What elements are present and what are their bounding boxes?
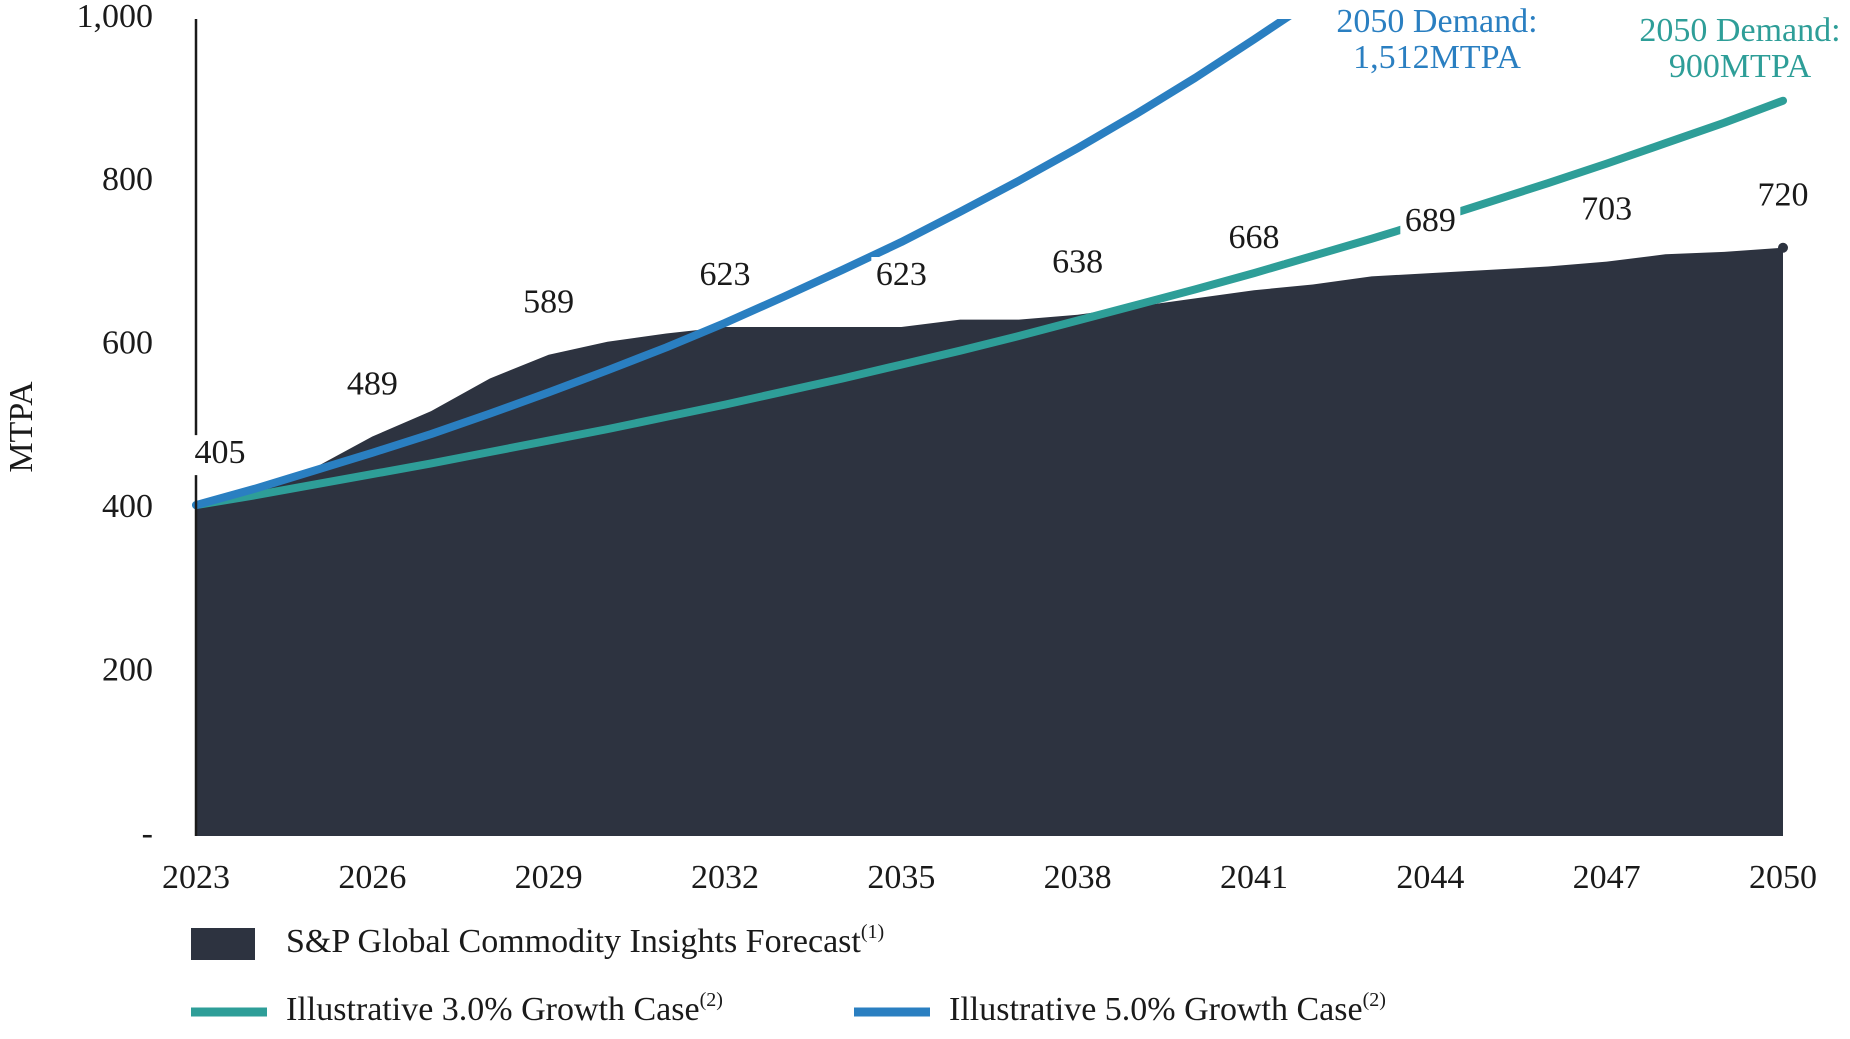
plot-area bbox=[192, 19, 1788, 836]
data-label: 489 bbox=[347, 365, 398, 402]
line bbox=[192, 96, 1787, 510]
data-label-bg bbox=[1047, 244, 1108, 285]
y-tick-label: - bbox=[142, 815, 153, 852]
area bbox=[196, 247, 1783, 836]
legend-text: Illustrative 5.0% Growth Case bbox=[949, 991, 1363, 1028]
annotation: 1,512MTPA bbox=[1353, 39, 1521, 76]
data-label: 623 bbox=[700, 256, 751, 293]
annotation: 2050 Demand: bbox=[1639, 12, 1840, 49]
x-tick-label: 2023 bbox=[162, 859, 230, 896]
y-tick-label: 1,000 bbox=[77, 0, 154, 35]
legend-note: (2) bbox=[700, 989, 723, 1011]
data-label-bg bbox=[1753, 177, 1813, 218]
end-point bbox=[1778, 242, 1788, 253]
x-tick-label: 2035 bbox=[867, 859, 935, 896]
x-tick-label: 2044 bbox=[1396, 859, 1464, 896]
x-tick-label: 2026 bbox=[338, 859, 406, 896]
data-label: 703 bbox=[1581, 190, 1632, 227]
data-label: 638 bbox=[1052, 244, 1103, 281]
x-tick-label: 2038 bbox=[1044, 859, 1112, 896]
data-label-bg bbox=[190, 435, 250, 476]
legend-label: Illustrative 5.0% Growth Case(2) bbox=[949, 989, 1386, 1028]
data-label-bg bbox=[1400, 203, 1461, 244]
x-tick-label: 2050 bbox=[1749, 859, 1817, 896]
data-label: 623 bbox=[876, 256, 927, 293]
x-tick-label: 2029 bbox=[515, 859, 583, 896]
y-tick-label: 800 bbox=[102, 161, 153, 198]
x-tick-label: 2032 bbox=[691, 859, 759, 896]
data-label-bg bbox=[518, 284, 579, 325]
data-label-bg bbox=[342, 366, 403, 407]
legend-note: (2) bbox=[1363, 989, 1386, 1011]
legend-text: S&P Global Commodity Insights Forecast bbox=[286, 923, 861, 960]
y-tick-label: 400 bbox=[102, 488, 153, 525]
annotation: 900MTPA bbox=[1669, 48, 1812, 85]
data-label: 589 bbox=[523, 284, 574, 321]
data-label: 689 bbox=[1405, 202, 1456, 239]
data-label-bg bbox=[1576, 191, 1637, 232]
data-label-bg bbox=[1224, 220, 1284, 261]
y-tick-label: 600 bbox=[102, 325, 153, 362]
x-tick-label: 2041 bbox=[1220, 859, 1288, 896]
line bbox=[192, 19, 1292, 510]
data-label-bg bbox=[871, 257, 932, 298]
legend-text: Illustrative 3.0% Growth Case bbox=[286, 991, 700, 1028]
data-label: 720 bbox=[1758, 177, 1809, 214]
data-label: 668 bbox=[1229, 219, 1280, 256]
y-axis-title: MTPA bbox=[3, 381, 40, 473]
legend-note: (1) bbox=[861, 921, 884, 943]
data-label-bg bbox=[695, 257, 755, 298]
data-label: 405 bbox=[195, 434, 246, 471]
legend-label: Illustrative 3.0% Growth Case(2) bbox=[286, 989, 723, 1028]
y-tick-label: 200 bbox=[102, 651, 153, 688]
legend-swatch bbox=[191, 928, 255, 960]
legend-label: S&P Global Commodity Insights Forecast(1… bbox=[286, 921, 884, 960]
x-tick-label: 2047 bbox=[1573, 859, 1641, 896]
annotation: 2050 Demand: bbox=[1336, 3, 1537, 40]
